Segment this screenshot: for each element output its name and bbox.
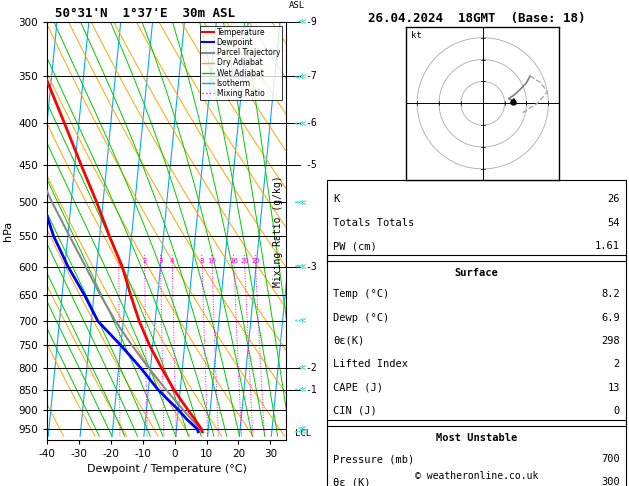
Text: ≪: ≪	[298, 427, 306, 436]
Text: kt: kt	[411, 31, 421, 40]
Text: CIN (J): CIN (J)	[333, 406, 377, 416]
Text: ≪: ≪	[298, 119, 306, 128]
Y-axis label: hPa: hPa	[3, 221, 13, 241]
Text: ≪: ≪	[298, 198, 306, 207]
Text: km
ASL: km ASL	[289, 0, 304, 10]
Text: 50°31'N  1°37'E  30m ASL: 50°31'N 1°37'E 30m ASL	[55, 7, 235, 20]
Text: θε(K): θε(K)	[333, 336, 364, 346]
Text: θε (K): θε (K)	[333, 477, 370, 486]
Text: 2: 2	[614, 359, 620, 369]
Text: 4: 4	[170, 258, 174, 263]
Text: PW (cm): PW (cm)	[333, 241, 377, 251]
Text: 26: 26	[608, 194, 620, 205]
Text: 10: 10	[208, 258, 216, 263]
Text: 1.61: 1.61	[595, 241, 620, 251]
Text: 6.9: 6.9	[601, 312, 620, 323]
Text: -5: -5	[305, 160, 317, 170]
Text: ≪: ≪	[298, 385, 306, 394]
Text: 13: 13	[608, 382, 620, 393]
Legend: Temperature, Dewpoint, Parcel Trajectory, Dry Adiabat, Wet Adiabat, Isotherm, Mi: Temperature, Dewpoint, Parcel Trajectory…	[200, 26, 282, 100]
Text: 8: 8	[200, 258, 204, 263]
Text: ≪: ≪	[298, 72, 306, 81]
Text: LCL: LCL	[296, 429, 311, 438]
Text: ≪: ≪	[298, 316, 306, 326]
Text: -1: -1	[305, 384, 317, 395]
Text: -9: -9	[305, 17, 317, 27]
Text: 3: 3	[159, 258, 163, 263]
Text: Lifted Index: Lifted Index	[333, 359, 408, 369]
Text: CAPE (J): CAPE (J)	[333, 382, 383, 393]
X-axis label: Dewpoint / Temperature (°C): Dewpoint / Temperature (°C)	[87, 465, 247, 474]
Text: -2: -2	[305, 363, 317, 373]
Text: -7: -7	[305, 71, 317, 81]
Text: 25: 25	[251, 258, 260, 263]
Text: 0: 0	[614, 406, 620, 416]
Text: 26.04.2024  18GMT  (Base: 18): 26.04.2024 18GMT (Base: 18)	[368, 12, 585, 25]
Text: Surface: Surface	[455, 268, 498, 278]
Text: 8.2: 8.2	[601, 289, 620, 299]
Text: K: K	[333, 194, 339, 205]
Text: 298: 298	[601, 336, 620, 346]
Text: Mixing Ratio (g/kg): Mixing Ratio (g/kg)	[273, 175, 283, 287]
Text: 300: 300	[601, 477, 620, 486]
Text: © weatheronline.co.uk: © weatheronline.co.uk	[415, 471, 538, 481]
Text: ≪: ≪	[298, 17, 306, 26]
Text: Totals Totals: Totals Totals	[333, 218, 415, 228]
Text: ≪: ≪	[298, 364, 306, 373]
Text: Pressure (mb): Pressure (mb)	[333, 454, 415, 464]
Text: Most Unstable: Most Unstable	[436, 433, 517, 443]
Text: ≪: ≪	[298, 424, 306, 434]
Text: 54: 54	[608, 218, 620, 228]
Text: -6: -6	[305, 119, 317, 128]
Text: 16: 16	[230, 258, 238, 263]
Text: 1: 1	[116, 258, 121, 263]
Text: 20: 20	[240, 258, 249, 263]
Text: 2: 2	[142, 258, 147, 263]
Text: Dewp (°C): Dewp (°C)	[333, 312, 389, 323]
Text: -3: -3	[305, 261, 317, 272]
Text: 700: 700	[601, 454, 620, 464]
Text: ≪: ≪	[298, 262, 306, 271]
Text: Temp (°C): Temp (°C)	[333, 289, 389, 299]
